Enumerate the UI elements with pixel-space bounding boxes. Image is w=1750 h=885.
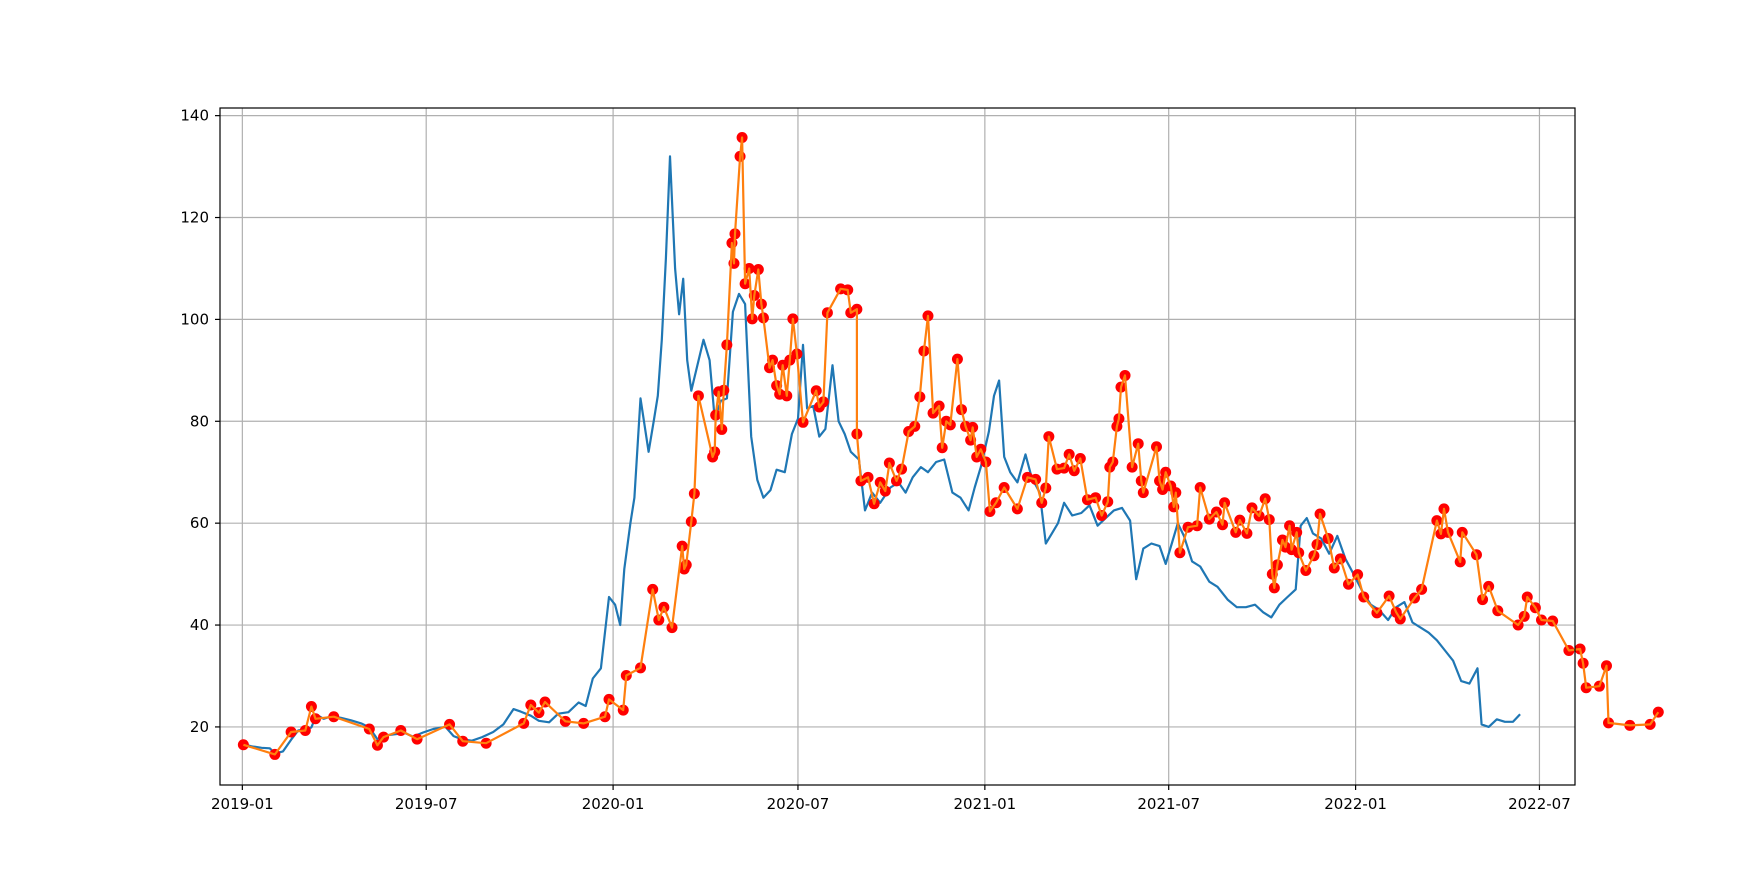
x-tick-label: 2019-07 [395,795,458,813]
x-tick-label: 2021-01 [954,795,1017,813]
x-tick-label: 2021-07 [1137,795,1200,813]
series-layer [237,132,1664,760]
y-tick-label: 20 [190,718,209,736]
x-tick-label: 2022-01 [1324,795,1387,813]
x-tick-label: 2022-07 [1508,795,1571,813]
x-tick-label: 2020-07 [767,795,830,813]
y-tick-label: 120 [180,209,209,227]
x-tick-label: 2019-01 [211,795,274,813]
x-tick-label: 2020-01 [582,795,645,813]
series-1-line [243,155,1521,755]
series-2-line [243,136,1660,756]
y-tick-label: 100 [180,310,209,328]
series-2-point [237,739,249,751]
y-tick-label: 60 [190,514,209,532]
plot-frame [219,107,1576,786]
axes: 2019-01 2019-07 2020-01 2020-07 2021-01 2021-… [180,107,1576,813]
y-tick-label: 80 [190,412,209,430]
y-tick-label: 40 [190,616,209,634]
grid [220,108,1575,785]
y-tick-label: 140 [180,107,209,125]
series-2-point [1652,706,1664,718]
